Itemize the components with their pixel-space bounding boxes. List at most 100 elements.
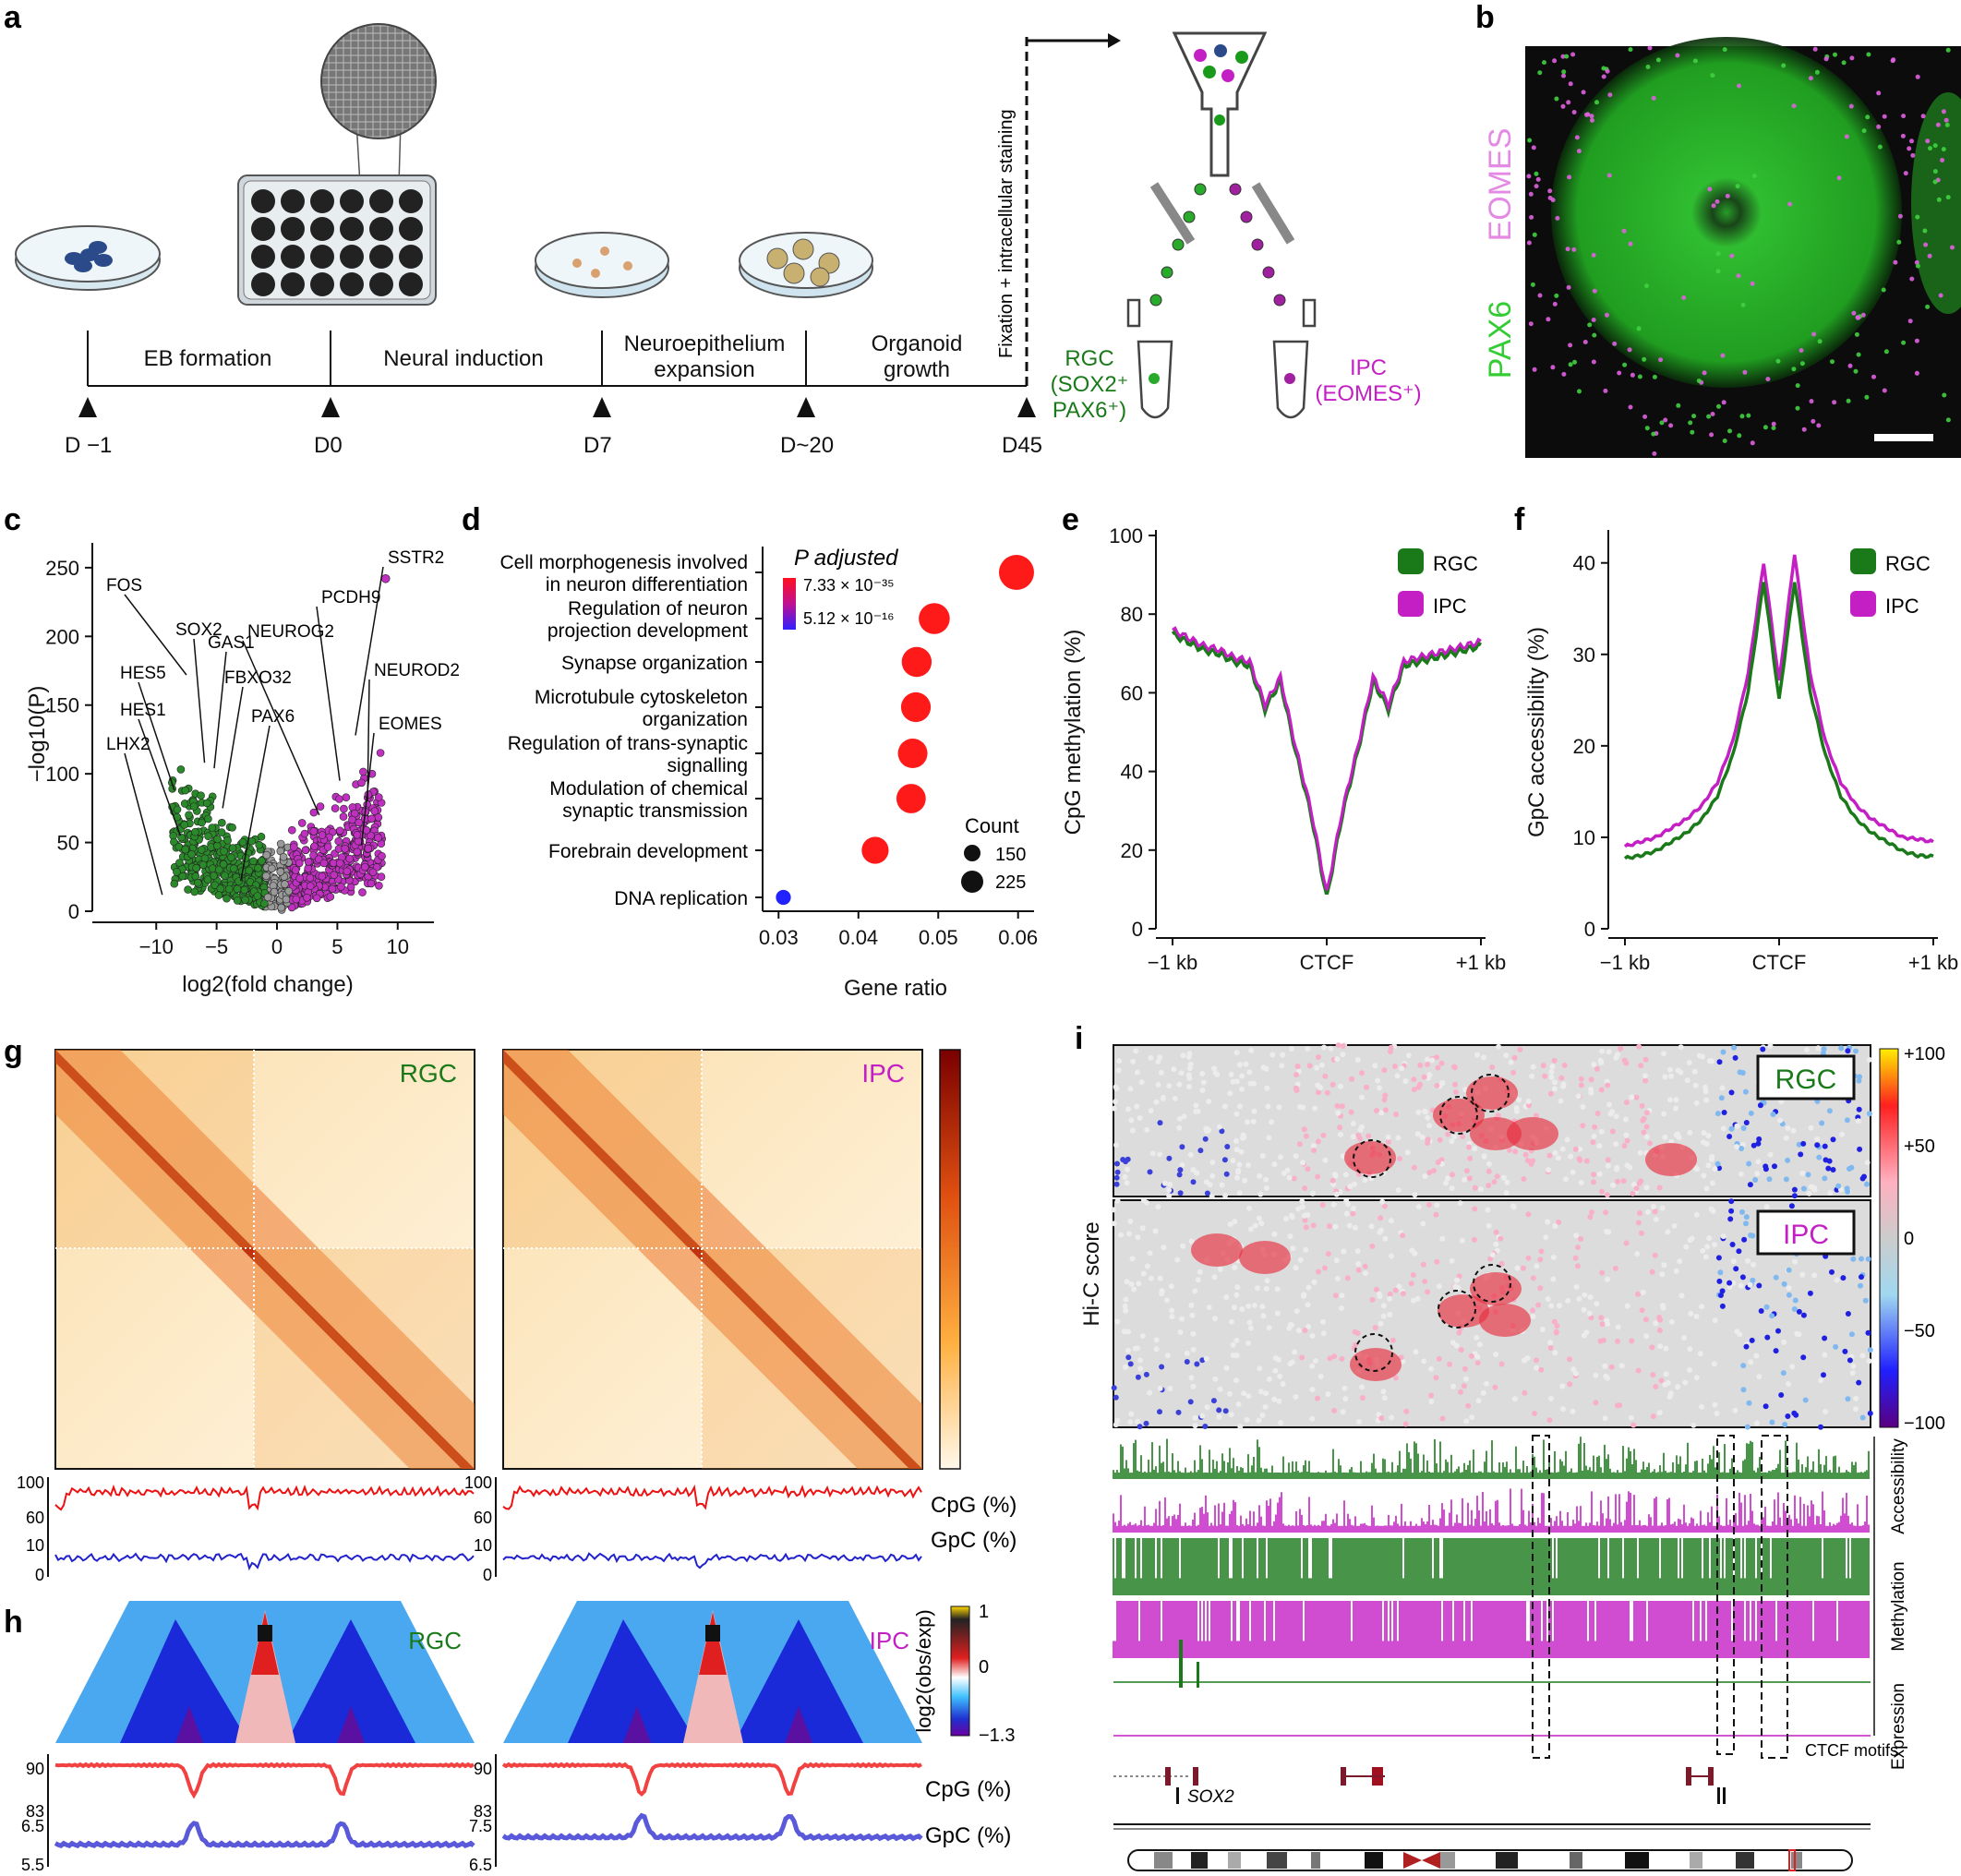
profile-y-tick-label: 60 (1121, 681, 1143, 704)
i-hic-dot (1785, 1413, 1791, 1419)
i-hic-dot (1378, 1215, 1384, 1221)
c-point (279, 852, 288, 861)
i-hic-dot (1472, 1185, 1478, 1191)
i-hic-dot (1830, 1167, 1836, 1172)
c-point (185, 811, 193, 820)
cell-dot (1856, 315, 1861, 320)
c-point (309, 851, 318, 860)
i-hic-dot (1331, 1407, 1338, 1413)
cell-dot (1801, 427, 1807, 432)
i-hic-dot (1683, 1244, 1690, 1250)
i-hic-dot (1732, 1407, 1738, 1413)
cell-dot (1932, 179, 1938, 185)
i-hic-dot (1258, 1221, 1265, 1227)
i-hic-dot (1359, 1384, 1365, 1390)
i-hic-dot (1203, 1179, 1209, 1185)
i-hic-dot (1594, 1111, 1601, 1116)
i-hic-dot (1334, 1056, 1341, 1063)
g-cpg-tick: 100 (464, 1473, 492, 1492)
c-point (276, 839, 285, 848)
c-point (214, 865, 223, 874)
i-hic-dot (1486, 1160, 1492, 1167)
h-gpc-track (501, 1812, 923, 1842)
i-hic-dot (1157, 1409, 1162, 1415)
i-hic-dot (1668, 1073, 1674, 1079)
i-hic-dot (1661, 1262, 1667, 1269)
i-hic-dot (1293, 1072, 1300, 1078)
i-hic-dot (1233, 1292, 1240, 1298)
c-point (217, 828, 226, 836)
cell-dot (1710, 412, 1715, 416)
i-hic-dot (1413, 1349, 1419, 1355)
c-point (203, 875, 212, 884)
i-hic-dot (1452, 1089, 1459, 1095)
i-hic-dot (1755, 1140, 1762, 1147)
i-hic-dot (1866, 1111, 1872, 1117)
i-hic-dot (1642, 1073, 1648, 1079)
i-hic-dot (1257, 1191, 1264, 1197)
i-hic-dot (1682, 1379, 1689, 1386)
i-hic-dot (1340, 1052, 1346, 1058)
i-hic-dot (1711, 1361, 1717, 1367)
i-hic-dot (1140, 1270, 1147, 1277)
i-hic-dot (1691, 1068, 1698, 1075)
i-hic-dot (1114, 1197, 1121, 1204)
i-hic-dot (1794, 1330, 1800, 1337)
i-hic-dot (1389, 1253, 1394, 1259)
i-sox2-mark (1176, 1787, 1179, 1804)
c-point (295, 859, 304, 868)
i-hic-dot (1498, 1260, 1505, 1267)
i-hic-dot (1133, 1048, 1139, 1054)
i-hic-dot (1740, 1387, 1747, 1393)
g-rgc-label: RGC (400, 1059, 457, 1088)
i-hic-dot (1459, 1237, 1465, 1244)
i-hic-dot (1551, 1318, 1558, 1325)
i-hic-dot (1606, 1229, 1612, 1235)
cell-dot (1591, 252, 1596, 258)
i-hic-dot (1673, 1105, 1679, 1112)
i-hic-dot (1349, 1076, 1355, 1082)
i-hic-dot (1709, 1058, 1714, 1064)
c-point (173, 868, 181, 876)
i-hic-dot (1387, 1311, 1393, 1317)
i-hic-dot (1591, 1172, 1597, 1178)
i-hic-dot (1720, 1233, 1726, 1240)
i-hic-dot (1806, 1190, 1812, 1197)
i-hic-dot (1274, 1286, 1281, 1293)
i-hic-dot (1511, 1054, 1518, 1061)
cell-dot (1925, 304, 1931, 309)
c-point (287, 825, 296, 835)
i-hic-dot (1609, 1109, 1616, 1115)
i-hic-dot (1233, 1337, 1240, 1343)
i-hic-dot (1233, 1137, 1239, 1144)
i-hic-dot (1481, 1054, 1486, 1061)
i-scale-tick: 0 (1904, 1229, 1914, 1249)
i-hic-dot (1157, 1385, 1163, 1391)
i-hic-dot (1411, 1087, 1417, 1093)
i-hic-dot (1128, 1281, 1135, 1287)
i-hic-dot (1439, 1080, 1446, 1086)
cell-dot (1591, 359, 1596, 365)
i-hic-dot (1699, 1403, 1704, 1410)
cell-dot (1601, 74, 1606, 79)
i-hic-dot (1236, 1161, 1243, 1168)
i-hic-dot (1650, 1204, 1656, 1209)
i-hic-peak (1507, 1117, 1558, 1150)
i-hic-dot (1332, 1172, 1339, 1179)
i-hic-peak (1350, 1348, 1402, 1381)
i-hic-dot (1293, 1153, 1299, 1160)
i-hic-dot (1844, 1117, 1850, 1124)
cell-dot (1594, 100, 1599, 105)
i-hic-dot (1850, 1256, 1857, 1262)
i-hic-dot (1503, 1052, 1510, 1059)
i-hic-dot (1315, 1395, 1320, 1401)
i-hic-dot (1223, 1171, 1230, 1177)
i-hic-dot (1750, 1142, 1757, 1148)
i-hic-dot (1742, 1088, 1749, 1095)
g-colorbar (939, 1049, 961, 1470)
c-point (358, 888, 367, 896)
i-hic-dot (1859, 1175, 1866, 1182)
c-gene-label: SSTR2 (388, 548, 444, 568)
i-hic-dot (1545, 1296, 1551, 1302)
i-hic-dot (1822, 1352, 1828, 1358)
